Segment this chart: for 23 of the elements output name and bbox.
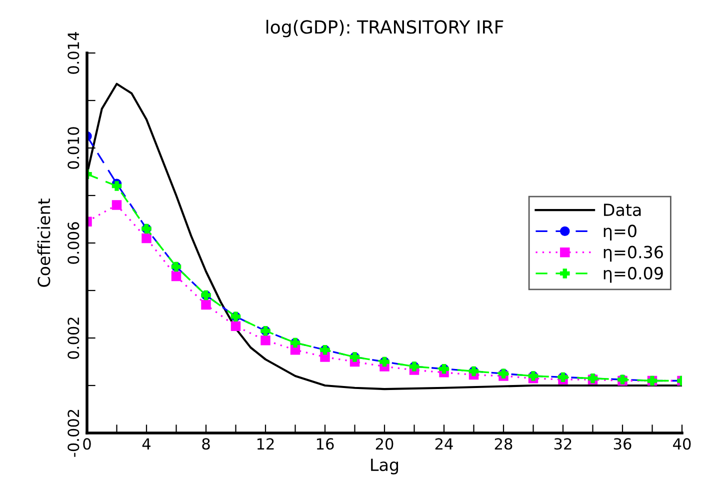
- x-tick-label: 12: [257, 438, 274, 450]
- x-tick-label: 32: [554, 438, 572, 450]
- x-axis-title: Lag: [371, 458, 398, 474]
- legend-label: η=0: [604, 224, 636, 240]
- y-tick-label: 0.014: [68, 32, 80, 74]
- x-tick-label: 16: [316, 438, 334, 450]
- x-tick-label: 0: [83, 438, 91, 450]
- x-tick-label: 8: [202, 438, 210, 450]
- x-tick-label: 28: [494, 438, 512, 450]
- x-tick-label: 24: [435, 438, 453, 450]
- x-tick-label: 4: [142, 438, 151, 450]
- x-tick-label: 36: [614, 438, 632, 450]
- y-tick-label: 0.010: [68, 127, 80, 169]
- x-tick-label: 40: [673, 438, 691, 450]
- legend-label: Data: [604, 204, 641, 216]
- chart-title: log(GDP): TRANSITORY IRF: [266, 20, 504, 38]
- legend-label: η=0.36: [604, 246, 663, 262]
- legend-label: η=0.09: [604, 266, 663, 283]
- y-tick-label: 0.002: [68, 318, 80, 359]
- x-tick-label: 20: [376, 438, 394, 450]
- y-axis-title: Coefficient: [37, 198, 50, 287]
- y-tick-label: -0.002: [68, 410, 80, 457]
- y-tick-label: 0.006: [68, 222, 80, 264]
